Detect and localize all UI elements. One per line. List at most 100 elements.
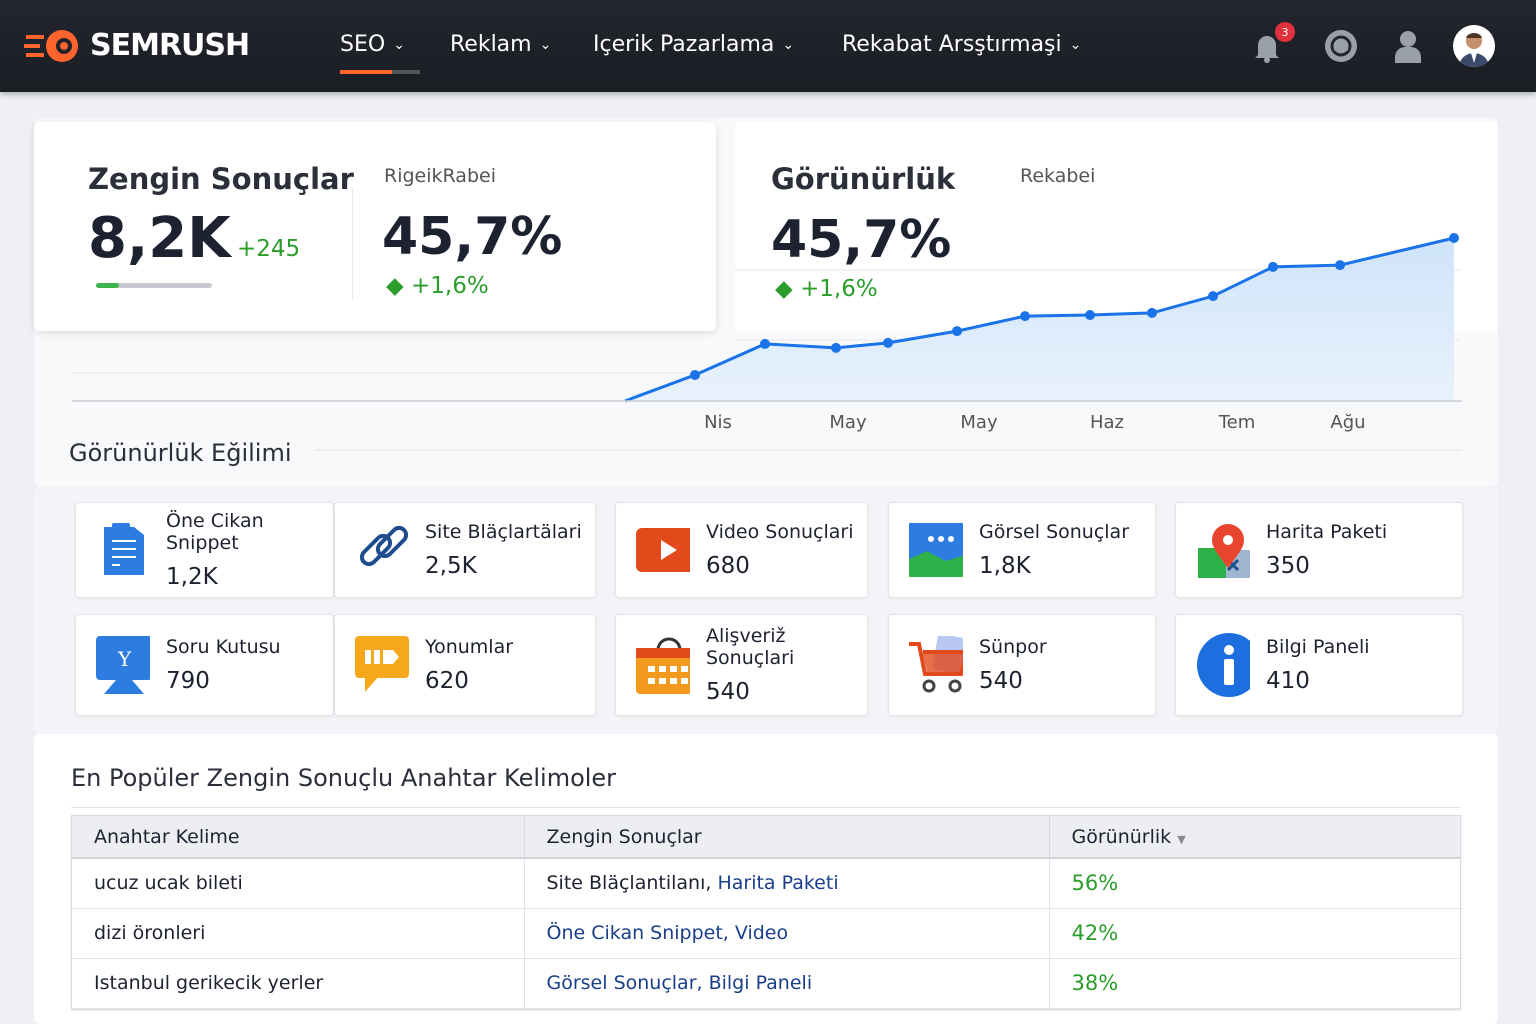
data-point[interactable] — [690, 369, 700, 380]
document-icon — [96, 523, 150, 577]
feature-value: 2,5K — [425, 553, 477, 579]
data-point[interactable] — [883, 337, 893, 348]
feature-label: Alişveriž Sonuçlari — [706, 625, 795, 669]
user-icon — [1395, 31, 1421, 63]
data-point[interactable] — [1147, 307, 1157, 318]
chevron-down-icon: ⌄ — [393, 36, 405, 53]
x-tick-label: Ağu — [1330, 412, 1366, 433]
nav-label: Reklam — [450, 32, 532, 57]
feature-tile[interactable]: Y Soru Kutusu 790 — [75, 614, 334, 716]
visibility-value: 45,7% — [771, 210, 952, 270]
keyword-cell: dizi öronleri — [72, 908, 525, 959]
area-fill — [625, 238, 1454, 401]
sort-desc-icon: ▼ — [1177, 832, 1186, 846]
support-icon — [1325, 30, 1357, 62]
competitor-value: 45,7% — [382, 207, 563, 267]
feature-value: 540 — [706, 679, 750, 705]
info-icon — [1196, 633, 1250, 697]
rich-results-cell: Görsel Sonuçlar, Bilgi Paneli — [524, 958, 1050, 1009]
feature-value: 1,2K — [166, 564, 218, 590]
nav-label: SEO — [340, 32, 386, 57]
shopping-basket-icon — [636, 637, 690, 694]
data-point[interactable] — [1085, 310, 1095, 321]
help-button[interactable] — [1323, 28, 1359, 64]
keywords-panel: En Popüler Zengin Sonuçlu Anahtar Kelimo… — [34, 734, 1498, 1024]
svg-text:Y: Y — [117, 647, 132, 671]
data-point[interactable] — [831, 342, 841, 353]
keywords-table: Anahtar Kelime Zengin Sonuçlar Görünürli… — [71, 815, 1461, 1010]
nav-seo[interactable]: SEO ⌄ — [340, 32, 405, 57]
nav-rekabat[interactable]: Rekabat Arsştırmaşi ⌄ — [842, 32, 1081, 57]
keyword-cell: ucuz ucak bileti — [72, 858, 525, 909]
video-icon — [636, 523, 690, 577]
feature-value: 790 — [166, 668, 210, 694]
rich-results-value: 8,2K — [88, 206, 231, 271]
x-tick-label: May — [829, 412, 867, 433]
data-point[interactable] — [1268, 261, 1278, 272]
feature-value: 540 — [979, 668, 1023, 694]
data-point[interactable] — [952, 326, 962, 337]
x-tick-label: May — [960, 412, 998, 433]
up-icon: ◆ — [386, 273, 411, 299]
feature-tile[interactable]: Video Sonuçlari 680 — [615, 502, 868, 598]
keywords-title: En Popüler Zengin Sonuçlu Anahtar Kelimo… — [71, 764, 617, 792]
feature-tile[interactable]: Bilgi Paneli 410 — [1175, 614, 1463, 716]
column-header-visibility[interactable]: Görünürlik ▼ — [1049, 816, 1460, 859]
feature-text: Site Bläçlantilanı, — [546, 872, 712, 895]
rich-results-progress — [96, 283, 212, 288]
notification-badge: 3 — [1275, 22, 1295, 42]
table-header: Anahtar Kelime Zengin Sonuçlar Görünürli… — [72, 816, 1460, 859]
feature-link[interactable]: Harita Paketi — [717, 872, 839, 895]
feature-link[interactable]: Öne Cikan Snippet, Video — [546, 922, 789, 944]
visibility-title: Görünürlük — [771, 162, 956, 196]
feature-tile[interactable]: Site Bläçlartälari 2,5K — [334, 502, 596, 598]
table-row[interactable]: dizi öronleri Öne Cikan Snippet, Video 4… — [72, 908, 1460, 959]
notifications-button[interactable]: 3 — [1249, 22, 1295, 64]
visibility-pct: 42% — [1071, 921, 1119, 945]
data-point[interactable] — [1020, 311, 1030, 322]
review-icon — [355, 636, 409, 692]
divider — [71, 807, 1461, 808]
feature-label: Görsel Sonuçlar — [979, 521, 1130, 543]
data-point[interactable] — [760, 338, 770, 349]
column-header-keyword[interactable]: Anahtar Kelime — [72, 816, 525, 859]
visibility-delta: ◆ +1,6% — [775, 276, 878, 302]
map-pin-icon — [1196, 523, 1250, 578]
rich-results-cell: Site Bläçlantilanı, Harita Paketi — [524, 858, 1050, 909]
rich-results-delta: +245 — [237, 236, 301, 262]
chevron-down-icon: ⌄ — [539, 36, 552, 53]
feature-value: 680 — [706, 553, 750, 579]
feature-tile[interactable]: Alişveriž Sonuçlari 540 — [615, 614, 868, 716]
question-box-icon: Y — [96, 636, 150, 694]
feature-tile[interactable]: Görsel Sonuçlar 1,8K — [888, 502, 1156, 598]
table-row[interactable]: ucuz ucak bileti Site Bläçlantilanı, Har… — [72, 858, 1460, 909]
avatar[interactable] — [1453, 25, 1495, 67]
link-icon — [355, 523, 409, 577]
nav-reklam[interactable]: Reklam ⌄ — [450, 32, 551, 57]
visibility-cell: 42% — [1049, 908, 1460, 959]
data-point[interactable] — [1335, 260, 1345, 271]
feature-label: Bilgi Paneli — [1266, 636, 1370, 658]
trend-title: Görünürlük Eğilimi — [69, 439, 292, 467]
visibility-pct: 38% — [1071, 971, 1119, 995]
rich-results-card: Zengin Sonuçlar 8,2K +245 RigeikRabei 45… — [34, 122, 716, 331]
feature-link[interactable]: Görsel Sonuçlar, Bilgi Paneli — [546, 972, 813, 994]
feature-label: Site Bläçlartälari — [425, 521, 582, 543]
nav-label: Içerik Pazarlama — [593, 32, 775, 57]
table-row[interactable]: Istanbul gerikecik yerler Görsel Sonuçla… — [72, 958, 1460, 1009]
data-point[interactable] — [1208, 291, 1218, 302]
user-button[interactable] — [1390, 28, 1426, 64]
chevron-down-icon: ⌄ — [782, 36, 795, 53]
semrush-logo[interactable]: SEMRUSH — [24, 28, 250, 63]
visibility-cell: 38% — [1049, 958, 1460, 1009]
feature-tile[interactable]: Harita Paketi 350 — [1175, 502, 1463, 598]
feature-tile[interactable]: Sünpor 540 — [888, 614, 1156, 716]
data-point[interactable] — [1449, 233, 1459, 243]
cart-icon — [909, 636, 963, 693]
column-header-rich-results[interactable]: Zengin Sonuçlar — [524, 816, 1050, 859]
bell-icon — [1255, 36, 1279, 63]
feature-value: 620 — [425, 668, 469, 694]
nav-icerik-pazarlama[interactable]: Içerik Pazarlama ⌄ — [593, 32, 794, 57]
feature-tile[interactable]: Yonumlar 620 — [334, 614, 596, 716]
feature-tile[interactable]: Öne Cikan Snippet 1,2K — [75, 502, 334, 598]
